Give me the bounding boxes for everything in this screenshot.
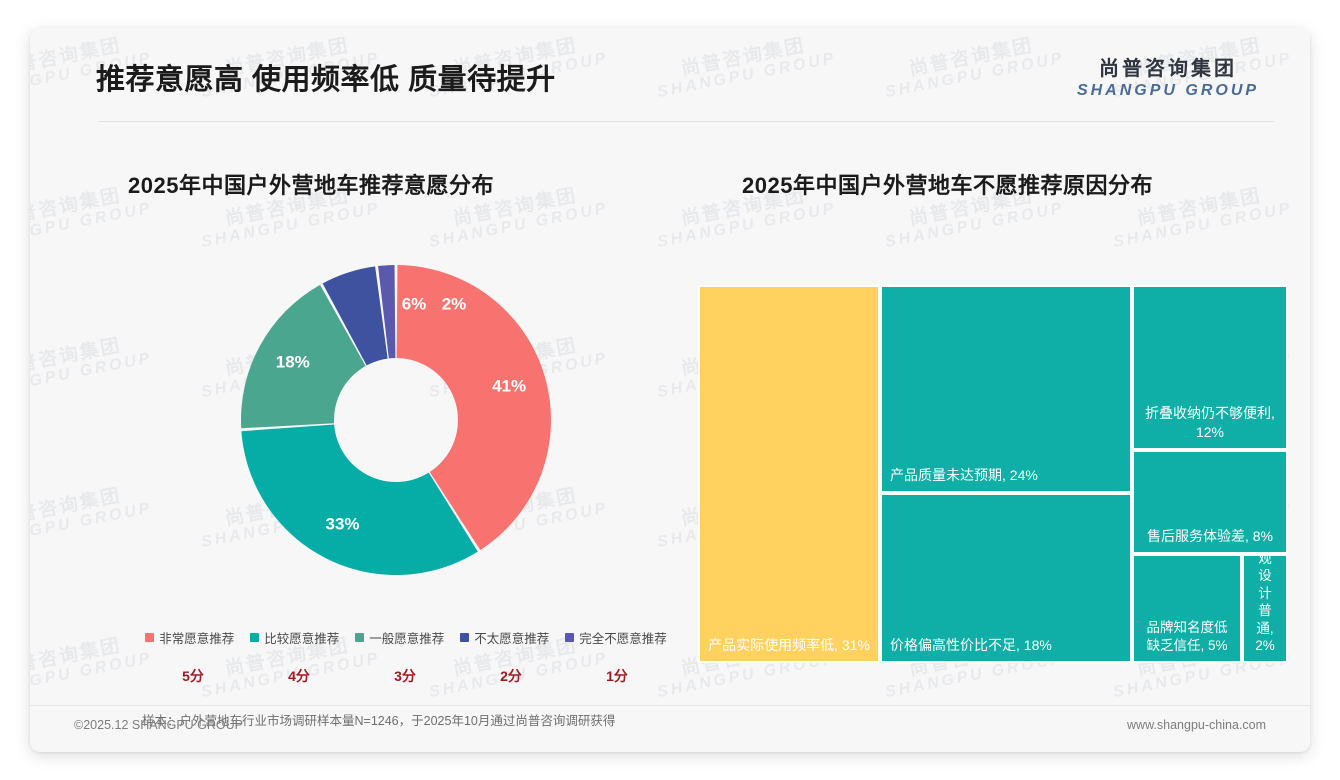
legend-item[interactable]: 非常愿意推荐 [145,628,234,647]
treemap-tile-label: 外观设计普通, 2% [1255,554,1275,654]
treemap-tile-label: 售后服务体验差, 8% [1146,528,1273,545]
slide-footer: ©2025.12 SHANGPU GROUP www.shangpu-china… [30,706,1310,752]
score-label: 5分 [182,668,204,684]
right-chart-title: 2025年中国户外营地车不愿推荐原因分布 [742,173,1153,198]
treemap-tile[interactable]: 产品质量未达预期, 24% [880,285,1132,493]
brand-logo: 尚普咨询集团 SHANGPU GROUP [1068,58,1268,100]
treemap-chart: 产品实际使用频率低, 31% 产品质量未达预期, 24% 价格偏高性价比不足, 18… [698,285,1288,663]
pie-slice[interactable] [322,266,388,366]
legend-swatch-icon [250,633,260,642]
legend-swatch-icon [565,633,575,642]
pie-slice-label: 33% [326,514,360,533]
logo-english-text: SHANGPU GROUP [1076,82,1260,99]
page-title: 推荐意愿高 使用频率低 质量待提升 [96,64,556,96]
footer-copyright: ©2025.12 SHANGPU GROUP [74,718,243,732]
legend-label: 一般愿意推荐 [369,632,445,646]
legend-item[interactable]: 不太愿意推荐 [460,628,549,647]
slide-card: 尚普咨询集团 SHANGPU GROUP 尚普咨询集团 SHANGPU GROUP 尚普… [30,28,1310,752]
score-row: 5分 4分 3分 2分 1分 [140,666,670,686]
treemap-tile[interactable]: 折叠收纳仍不够便利, 12% [1132,285,1288,450]
treemap-tile-label: 价格偏高性价比不足, 18% [890,637,1052,654]
sample-note: 样本：户外营地车行业市场调研样本量N=1246，于2025年10月通过尚普咨询调… [142,714,616,728]
left-chart-title: 2025年中国户外营地车推荐意愿分布 [128,173,494,198]
score-label: 3分 [394,668,416,684]
pie-slice-label: 6% [402,294,427,313]
treemap-tile[interactable]: 售后服务体验差, 8% [1132,450,1288,554]
legend-label: 比较愿意推荐 [264,632,340,646]
pie-slice[interactable] [241,424,478,575]
footer-website: www.shangpu-china.com [1127,718,1266,732]
legend-swatch-icon [460,633,470,642]
treemap-tile-label: 折叠收纳仍不够便利, 12% [1145,405,1275,441]
legend-item[interactable]: 一般愿意推荐 [355,628,444,647]
treemap-tile[interactable]: 品牌知名度低缺乏信任, 5% [1132,554,1242,663]
score-label: 2分 [500,668,522,684]
score-label: 4分 [288,668,310,684]
legend-item[interactable]: 比较愿意推荐 [250,628,339,647]
treemap-tile-label: 品牌知名度低缺乏信任, 5% [1146,619,1228,653]
pie-slice-label: 2% [442,294,467,313]
legend-label: 非常愿意推荐 [159,632,235,646]
legend-item[interactable]: 完全不愿意推荐 [565,628,667,647]
legend-label: 不太愿意推荐 [474,632,550,646]
slide-header: 推荐意愿高 使用频率低 质量待提升 尚普咨询集团 SHANGPU GROUP [30,28,1310,122]
donut-chart-svg: 41% 33% 18% 6% 2% [241,265,551,575]
pie-slice[interactable] [241,284,366,429]
treemap-tile-label: 产品质量未达预期, 24% [890,467,1038,484]
treemap-tile[interactable]: 价格偏高性价比不足, 18% [880,493,1132,663]
pie-legend: 非常愿意推荐 比较愿意推荐 一般愿意推荐 不太愿意推荐 完全不愿意推荐 [126,628,686,647]
pie-slice-label: 41% [492,377,526,396]
header-divider [98,121,1274,122]
donut-chart: 41% 33% 18% 6% 2% [226,250,566,590]
pie-slice-label: 18% [276,353,310,372]
footer-divider [30,705,1310,706]
pie-slice[interactable] [396,265,551,551]
legend-label: 完全不愿意推荐 [579,632,667,646]
legend-swatch-icon [355,633,365,642]
treemap-tile[interactable]: 产品实际使用频率低, 31% [698,285,880,663]
treemap-tile[interactable]: 外观设计普通, 2% [1242,554,1288,663]
pie-slice[interactable] [378,265,396,359]
treemap-tile-label: 产品实际使用频率低, 31% [708,637,870,654]
score-label: 1分 [606,668,628,684]
legend-swatch-icon [145,633,155,642]
logo-chinese-text: 尚普咨询集团 [1099,58,1237,80]
